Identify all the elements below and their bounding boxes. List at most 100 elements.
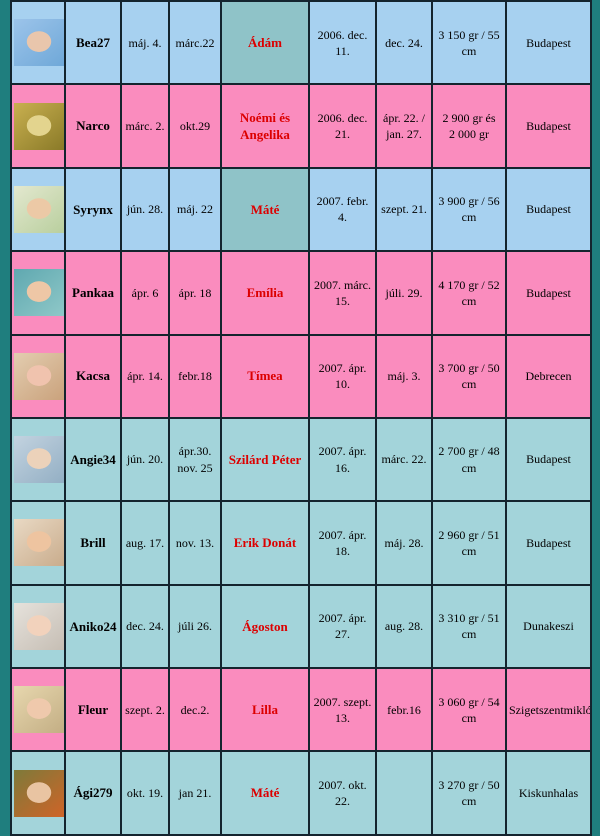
measurements: 3 060 gr / 54 cm bbox=[438, 694, 500, 725]
date-b-cell: ápr. 18 bbox=[168, 250, 222, 336]
baby-photo[interactable] bbox=[14, 436, 63, 484]
baby-name: Lilla bbox=[251, 701, 278, 717]
baby-table: Bea27 máj. 4. márc.22 Ádám 2006. dec. 11… bbox=[10, 0, 592, 836]
birth-date: 2007. szept. 13. bbox=[313, 694, 372, 725]
date-b: márc.22 bbox=[175, 35, 215, 50]
date-c-cell: szept. 21. bbox=[375, 166, 433, 253]
date-b-cell: jan 21. bbox=[168, 750, 222, 836]
baby-name: Noémi és Angelika bbox=[239, 109, 291, 143]
date-b-cell: dec.2. bbox=[168, 666, 222, 753]
baby-name: Ádám bbox=[248, 34, 282, 50]
date-a: ápr. 6 bbox=[131, 285, 159, 300]
baby-photo[interactable] bbox=[14, 185, 63, 233]
date-a: ápr. 14. bbox=[127, 369, 163, 384]
username-cell: Syrynx bbox=[64, 166, 122, 253]
baby-name: Erik Donát bbox=[233, 535, 297, 551]
baby-photo[interactable] bbox=[14, 102, 63, 150]
city-cell: Budapest bbox=[505, 416, 592, 503]
measurements-cell: 3 150 gr / 55 cm bbox=[431, 0, 507, 86]
baby-name-cell: Lilla bbox=[220, 666, 310, 753]
city-cell: Dunakeszi bbox=[505, 583, 592, 670]
birth-date-cell: 2007. ápr. 18. bbox=[308, 500, 377, 586]
city-cell: Debrecen bbox=[505, 333, 592, 419]
username: Narco bbox=[76, 118, 110, 134]
birth-date-cell: 2007. ápr. 16. bbox=[308, 416, 377, 503]
measurements: 3 700 gr / 50 cm bbox=[438, 361, 500, 392]
username-cell: Bea27 bbox=[64, 0, 122, 86]
baby-photo[interactable] bbox=[14, 19, 63, 67]
table-row: Pankaa ápr. 6 ápr. 18 Emília 2007. márc.… bbox=[10, 250, 592, 336]
date-b-cell: júli 26. bbox=[168, 583, 222, 670]
baby-name: Tímea bbox=[247, 368, 283, 384]
city-cell: Budapest bbox=[505, 500, 592, 586]
date-b: máj. 22 bbox=[177, 202, 213, 217]
table-row: Aniko24 dec. 24. júli 26. Ágoston 2007. … bbox=[10, 583, 592, 670]
username-cell: Fleur bbox=[64, 666, 122, 753]
city: Budapest bbox=[526, 535, 571, 550]
date-b: nov. 13. bbox=[175, 535, 215, 550]
date-a: okt. 19. bbox=[126, 785, 164, 800]
date-b: febr.18 bbox=[178, 369, 212, 384]
measurements: 3 310 gr / 51 cm bbox=[438, 611, 500, 642]
baby-name-cell: Ádám bbox=[220, 0, 310, 86]
baby-name-cell: Szilárd Péter bbox=[220, 416, 310, 503]
baby-photo[interactable] bbox=[14, 686, 63, 734]
date-a: szept. 2. bbox=[125, 702, 165, 717]
baby-photo[interactable] bbox=[14, 602, 63, 650]
date-b-cell: máj. 22 bbox=[168, 166, 222, 253]
baby-name: Emília bbox=[246, 285, 284, 301]
username: Bea27 bbox=[76, 34, 110, 50]
date-c: aug. 28. bbox=[384, 619, 424, 634]
date-c-cell: aug. 28. bbox=[375, 583, 433, 670]
date-a-cell: szept. 2. bbox=[120, 666, 170, 753]
baby-name: Szilárd Péter bbox=[228, 451, 302, 467]
city: Budapest bbox=[526, 452, 571, 467]
table-row: Angie34 jún. 20. ápr.30. nov. 25 Szilárd… bbox=[10, 416, 592, 503]
username: Angie34 bbox=[70, 451, 116, 467]
birth-date: 2007. ápr. 27. bbox=[318, 611, 367, 642]
date-b: ápr.30. nov. 25 bbox=[177, 444, 213, 475]
birth-date: 2006. dec. 11. bbox=[317, 27, 368, 58]
city-cell: Budapest bbox=[505, 83, 592, 169]
birth-date: 2007. febr. 4. bbox=[316, 194, 369, 225]
date-b-cell: ápr.30. nov. 25 bbox=[168, 416, 222, 503]
date-c: márc. 22. bbox=[381, 452, 427, 467]
date-a: márc. 2. bbox=[125, 118, 165, 133]
measurements-cell: 3 700 gr / 50 cm bbox=[431, 333, 507, 419]
birth-date-cell: 2006. dec. 11. bbox=[308, 0, 377, 86]
birth-date-cell: 2007. márc. 15. bbox=[308, 250, 377, 336]
date-b: ápr. 18 bbox=[178, 285, 212, 300]
city: Budapest bbox=[526, 118, 571, 133]
date-a: jún. 20. bbox=[126, 452, 164, 467]
table-row: Fleur szept. 2. dec.2. Lilla 2007. szept… bbox=[10, 666, 592, 753]
date-c: febr.16 bbox=[387, 702, 421, 717]
date-b-cell: márc.22 bbox=[168, 0, 222, 86]
photo-cell bbox=[10, 166, 66, 253]
baby-photo[interactable] bbox=[14, 352, 63, 400]
photo-cell bbox=[10, 333, 66, 419]
measurements-cell: 2 960 gr / 51 cm bbox=[431, 500, 507, 586]
baby-name-cell: Ágoston bbox=[220, 583, 310, 670]
photo-cell bbox=[10, 500, 66, 586]
city: Dunakeszi bbox=[523, 619, 574, 634]
baby-name: Máté bbox=[250, 785, 280, 801]
baby-name: Ágoston bbox=[242, 618, 288, 634]
username-cell: Angie34 bbox=[64, 416, 122, 503]
date-b: jan 21. bbox=[178, 785, 212, 800]
date-a-cell: márc. 2. bbox=[120, 83, 170, 169]
table-row: Brill aug. 17. nov. 13. Erik Donát 2007.… bbox=[10, 500, 592, 586]
city-cell: Szigetszentmiklós bbox=[505, 666, 592, 753]
photo-cell bbox=[10, 416, 66, 503]
baby-photo[interactable] bbox=[14, 519, 63, 567]
birth-date: 2006. dec. 21. bbox=[317, 110, 368, 142]
username: Fleur bbox=[77, 701, 109, 717]
photo-cell bbox=[10, 83, 66, 169]
city-cell: Budapest bbox=[505, 0, 592, 86]
username-cell: Narco bbox=[64, 83, 122, 169]
username: Aniko24 bbox=[69, 618, 117, 634]
baby-photo[interactable] bbox=[14, 769, 63, 817]
measurements-cell: 3 900 gr / 56 cm bbox=[431, 166, 507, 253]
baby-photo[interactable] bbox=[14, 269, 63, 317]
username: Syrynx bbox=[73, 201, 113, 217]
date-c-cell: máj. 3. bbox=[375, 333, 433, 419]
